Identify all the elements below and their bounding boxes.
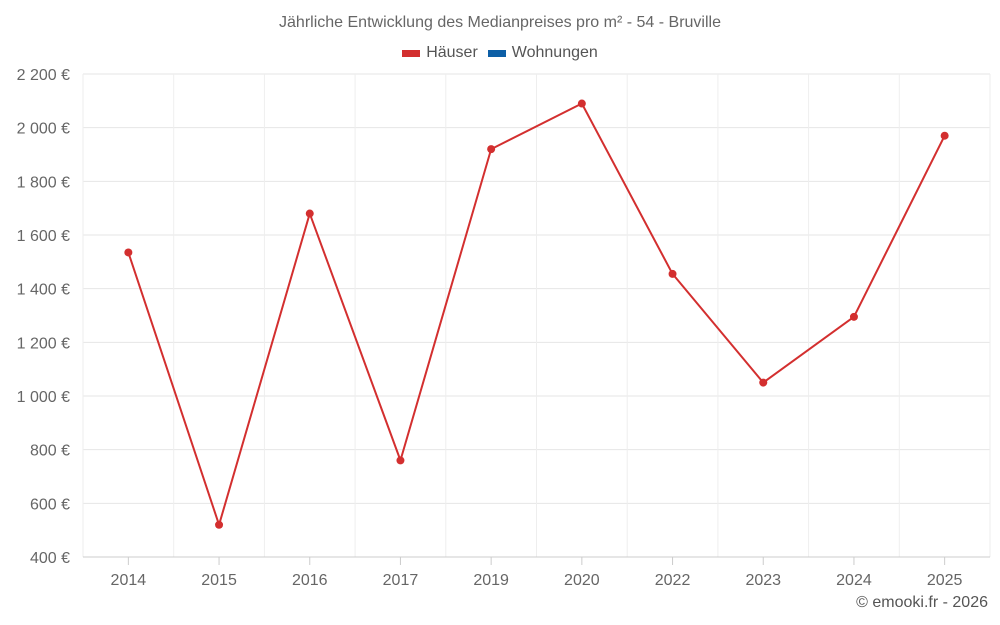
data-point xyxy=(396,456,405,465)
data-point xyxy=(124,248,133,257)
y-tick-label: 1 600 € xyxy=(17,228,70,245)
x-tick-label: 2020 xyxy=(564,572,600,589)
data-point xyxy=(487,145,496,154)
chart-legend: Häuser Wohnungen xyxy=(0,44,1000,62)
legend-label-wohnungen: Wohnungen xyxy=(511,44,598,61)
x-tick-label: 2023 xyxy=(745,572,781,589)
y-tick-label: 1 000 € xyxy=(17,389,70,406)
x-tick-label: 2024 xyxy=(836,572,872,589)
y-tick-label: 800 € xyxy=(30,443,70,460)
legend-item-haeuser[interactable]: Häuser xyxy=(402,44,478,62)
y-tick-label: 400 € xyxy=(30,550,70,567)
y-tick-label: 2 200 € xyxy=(17,67,70,84)
legend-swatch-wohnungen xyxy=(487,49,506,57)
data-point xyxy=(577,99,586,108)
x-tick-label: 2017 xyxy=(383,572,419,589)
y-tick-label: 1 400 € xyxy=(17,282,70,299)
x-tick-label: 2025 xyxy=(927,572,963,589)
x-tick-label: 2014 xyxy=(111,572,147,589)
data-point xyxy=(759,378,768,387)
chart-title: Jährliche Entwicklung des Medianpreises … xyxy=(279,14,721,31)
legend-swatch-haeuser xyxy=(402,49,421,57)
series-line-haeuser xyxy=(127,102,946,526)
data-point xyxy=(849,312,858,321)
x-tick-label: 2015 xyxy=(201,572,237,589)
data-point xyxy=(668,269,677,278)
x-tick-label: 2022 xyxy=(655,572,691,589)
x-tick-label: 2019 xyxy=(473,572,509,589)
data-point xyxy=(215,520,224,529)
data-point xyxy=(305,209,314,218)
y-tick-label: 600 € xyxy=(30,496,70,513)
y-tick-label: 1 200 € xyxy=(17,335,70,352)
copyright-text: © emooki.fr - 2026 xyxy=(856,594,988,611)
data-point xyxy=(940,131,949,140)
legend-label-haeuser: Häuser xyxy=(426,44,478,61)
legend-item-wohnungen[interactable]: Wohnungen xyxy=(487,44,598,62)
y-tick-label: 2 000 € xyxy=(17,121,70,138)
y-tick-label: 1 800 € xyxy=(17,174,70,191)
x-tick-label: 2016 xyxy=(292,572,328,589)
